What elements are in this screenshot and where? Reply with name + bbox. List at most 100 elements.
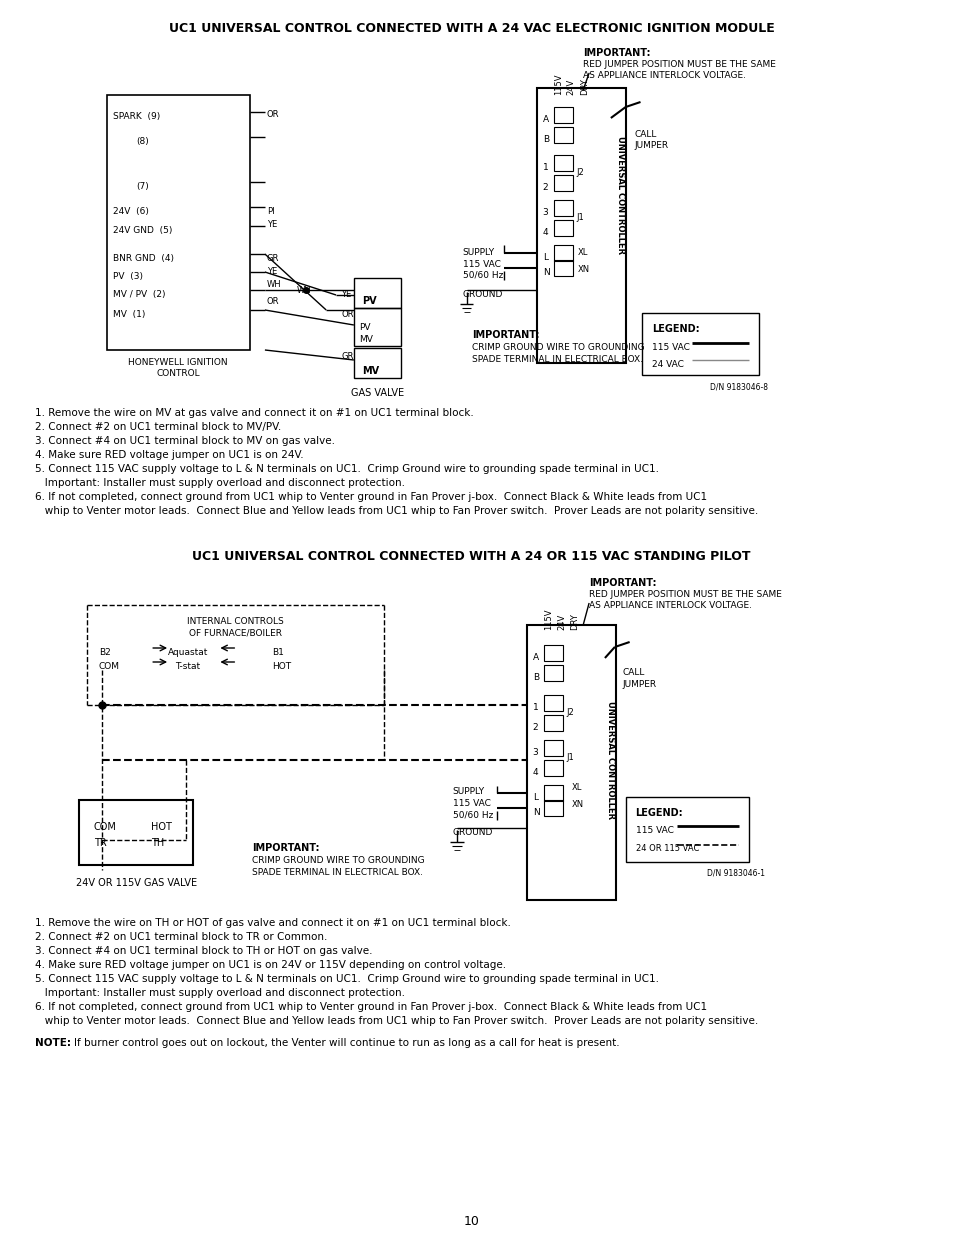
- Text: XL: XL: [578, 248, 588, 257]
- Text: UNIVERSAL CONTROLLER: UNIVERSAL CONTROLLER: [616, 136, 624, 254]
- Text: HOT: HOT: [272, 662, 291, 671]
- Bar: [107, 95, 250, 350]
- Text: PV: PV: [358, 324, 370, 332]
- Bar: [553, 107, 573, 124]
- Text: UC1 UNIVERSAL CONTROL CONNECTED WITH A 24 VAC ELECTRONIC IGNITION MODULE: UC1 UNIVERSAL CONTROL CONNECTED WITH A 2…: [169, 22, 774, 35]
- Text: 24 OR 115 VAC: 24 OR 115 VAC: [635, 844, 699, 853]
- Text: YE: YE: [267, 267, 276, 275]
- Bar: [354, 348, 401, 378]
- Text: LEGEND:: LEGEND:: [652, 324, 700, 333]
- Bar: [543, 664, 563, 680]
- Text: 4: 4: [532, 768, 537, 777]
- Text: JUMPER: JUMPER: [634, 141, 668, 149]
- Text: 5. Connect 115 VAC supply voltage to L & N terminals on UC1.  Crimp Ground wire : 5. Connect 115 VAC supply voltage to L &…: [34, 974, 658, 984]
- Text: GR: GR: [340, 352, 353, 361]
- Text: RED JUMPER POSITION MUST BE THE SAME: RED JUMPER POSITION MUST BE THE SAME: [582, 61, 775, 69]
- Text: Important: Installer must supply overload and disconnect protection.: Important: Installer must supply overloa…: [34, 478, 404, 488]
- Text: L: L: [542, 253, 547, 262]
- Text: OR: OR: [267, 296, 279, 306]
- Text: 3. Connect #4 on UC1 terminal block to MV on gas valve.: 3. Connect #4 on UC1 terminal block to M…: [34, 436, 335, 446]
- Text: MV: MV: [361, 366, 378, 375]
- Text: MV: MV: [358, 335, 373, 345]
- Bar: [553, 200, 573, 216]
- Text: CALL: CALL: [634, 130, 657, 140]
- Text: T-stat: T-stat: [175, 662, 200, 671]
- Text: 4: 4: [542, 228, 548, 237]
- Text: UC1 UNIVERSAL CONTROL CONNECTED WITH A 24 OR 115 VAC STANDING PILOT: UC1 UNIVERSAL CONTROL CONNECTED WITH A 2…: [193, 550, 750, 563]
- Bar: [354, 278, 401, 308]
- Text: J2: J2: [576, 168, 583, 177]
- Text: LEGEND:: LEGEND:: [635, 808, 682, 818]
- Text: PI: PI: [267, 207, 274, 216]
- Bar: [543, 645, 563, 661]
- Text: HOT: HOT: [152, 823, 172, 832]
- Text: PV: PV: [361, 296, 376, 306]
- Text: AS APPLIANCE INTERLOCK VOLTAGE.: AS APPLIANCE INTERLOCK VOLTAGE.: [589, 601, 751, 610]
- Text: 24V  (6): 24V (6): [112, 207, 149, 216]
- Text: 3: 3: [532, 748, 537, 757]
- Text: 115V: 115V: [543, 609, 553, 630]
- Text: whip to Venter motor leads.  Connect Blue and Yellow leads from UC1 whip to Fan : whip to Venter motor leads. Connect Blue…: [34, 506, 757, 516]
- Text: 1. Remove the wire on MV at gas valve and connect it on #1 on UC1 terminal block: 1. Remove the wire on MV at gas valve an…: [34, 408, 473, 417]
- Text: 24 VAC: 24 VAC: [652, 359, 683, 369]
- Text: SUPPLY: SUPPLY: [462, 248, 495, 257]
- Text: 5. Connect 115 VAC supply voltage to L & N terminals on UC1.  Crimp Ground wire : 5. Connect 115 VAC supply voltage to L &…: [34, 464, 658, 474]
- Text: SPARK  (9): SPARK (9): [112, 112, 160, 121]
- Text: GROUND: GROUND: [453, 827, 493, 837]
- Text: 1: 1: [532, 703, 537, 713]
- Text: IMPORTANT:: IMPORTANT:: [252, 844, 319, 853]
- Text: N: N: [542, 268, 549, 277]
- Text: 24V OR 115V GAS VALVE: 24V OR 115V GAS VALVE: [75, 878, 196, 888]
- Bar: [543, 800, 563, 816]
- Text: 115V: 115V: [554, 74, 562, 95]
- Text: SPADE TERMINAL IN ELECTRICAL BOX.: SPADE TERMINAL IN ELECTRICAL BOX.: [472, 354, 643, 364]
- Text: 4. Make sure RED voltage jumper on UC1 is on 24V or 115V depending on control vo: 4. Make sure RED voltage jumper on UC1 i…: [34, 960, 505, 969]
- Text: RED JUMPER POSITION MUST BE THE SAME: RED JUMPER POSITION MUST BE THE SAME: [589, 590, 781, 599]
- Text: OR: OR: [340, 310, 354, 319]
- Text: AS APPLIANCE INTERLOCK VOLTAGE.: AS APPLIANCE INTERLOCK VOLTAGE.: [582, 70, 745, 80]
- Text: Aquastat: Aquastat: [168, 648, 208, 657]
- Text: TR: TR: [93, 839, 107, 848]
- Text: D/N 9183046-1: D/N 9183046-1: [706, 868, 764, 877]
- Text: 4. Make sure RED voltage jumper on UC1 is on 24V.: 4. Make sure RED voltage jumper on UC1 i…: [34, 450, 303, 459]
- Text: 3: 3: [542, 207, 548, 217]
- Text: OR: OR: [267, 110, 279, 119]
- Text: XN: XN: [571, 800, 583, 809]
- Text: 115 VAC: 115 VAC: [453, 799, 490, 808]
- Text: B: B: [542, 135, 548, 144]
- Text: (7): (7): [136, 182, 149, 191]
- Text: 115 VAC: 115 VAC: [652, 343, 690, 352]
- Bar: [553, 220, 573, 236]
- Text: B: B: [532, 673, 538, 682]
- Text: 50/60 Hz: 50/60 Hz: [462, 270, 502, 280]
- Text: 1. Remove the wire on TH or HOT of gas valve and connect it on #1 on UC1 termina: 1. Remove the wire on TH or HOT of gas v…: [34, 918, 510, 927]
- Text: UNIVERSAL CONTROLLER: UNIVERSAL CONTROLLER: [606, 701, 615, 819]
- Text: J2: J2: [566, 708, 574, 718]
- Text: TH: TH: [152, 839, 164, 848]
- Text: CRIMP GROUND WIRE TO GROUNDING: CRIMP GROUND WIRE TO GROUNDING: [472, 343, 644, 352]
- Text: XL: XL: [571, 783, 581, 792]
- Text: MV / PV  (2): MV / PV (2): [112, 290, 165, 299]
- Text: J1: J1: [566, 753, 574, 762]
- Text: MV  (1): MV (1): [112, 310, 145, 319]
- Text: 2: 2: [542, 183, 548, 191]
- Text: 2. Connect #2 on UC1 terminal block to MV/PV.: 2. Connect #2 on UC1 terminal block to M…: [34, 422, 280, 432]
- Text: 24V: 24V: [566, 79, 576, 95]
- Text: XN: XN: [578, 266, 590, 274]
- Text: YE: YE: [340, 290, 351, 299]
- Bar: [625, 797, 748, 862]
- Text: YE: YE: [267, 220, 276, 228]
- Text: NOTE:: NOTE:: [34, 1037, 71, 1049]
- Text: SUPPLY: SUPPLY: [453, 787, 484, 797]
- Bar: [553, 127, 573, 143]
- Text: L: L: [532, 793, 537, 802]
- Text: CRIMP GROUND WIRE TO GROUNDING: CRIMP GROUND WIRE TO GROUNDING: [252, 856, 424, 864]
- Text: PV  (3): PV (3): [112, 272, 143, 282]
- Text: INTERNAL CONTROLS: INTERNAL CONTROLS: [187, 618, 283, 626]
- Text: HONEYWELL IGNITION: HONEYWELL IGNITION: [128, 358, 228, 367]
- Bar: [641, 312, 759, 375]
- Bar: [537, 88, 625, 363]
- Text: COM: COM: [93, 823, 116, 832]
- Text: 115 VAC: 115 VAC: [462, 261, 500, 269]
- Text: WH: WH: [296, 287, 311, 295]
